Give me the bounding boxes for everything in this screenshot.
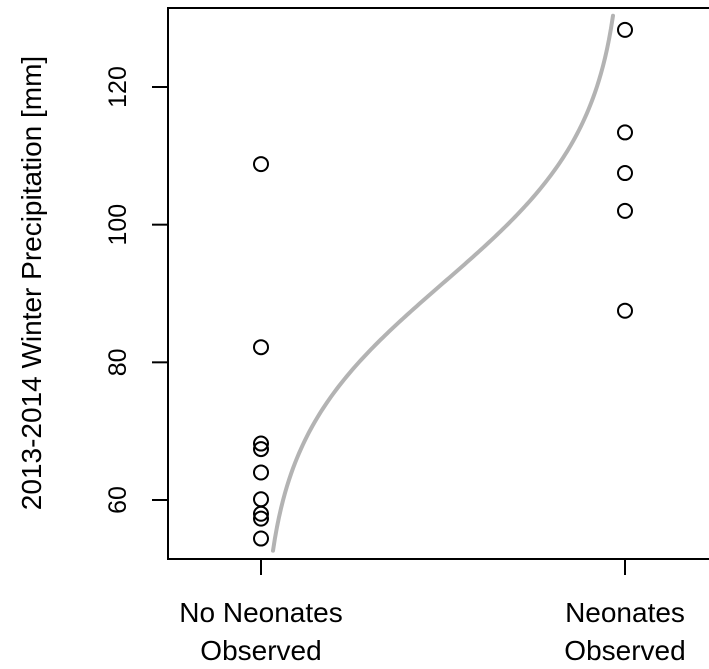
data-points-layer <box>253 21 633 547</box>
y-tick-label: 120 <box>104 66 132 108</box>
x-tick-label-no-neonates-line2: Observed <box>200 635 321 666</box>
plot-frame <box>167 7 709 560</box>
data-point <box>253 441 269 458</box>
x-tick-label-no-neonates-line1: No Neonates <box>179 597 342 628</box>
data-point <box>253 491 269 508</box>
data-point <box>253 510 269 527</box>
data-point <box>253 156 269 173</box>
x-axis: No Neonates Observed Neonates Observed <box>179 558 686 666</box>
y-tick-label: 60 <box>104 486 132 514</box>
data-point <box>253 339 269 356</box>
data-point <box>617 302 633 319</box>
y-axis-title: 2013-2014 Winter Precipitation [mm] <box>16 56 47 510</box>
data-point <box>253 464 269 481</box>
y-tick-label: 100 <box>104 204 132 246</box>
data-point <box>253 435 269 452</box>
x-tick-label-neonates-line1: Neonates <box>565 597 685 628</box>
plot-area <box>167 7 709 560</box>
data-point <box>617 165 633 182</box>
data-point <box>617 21 633 38</box>
x-tick-label-neonates-line2: Observed <box>564 635 685 666</box>
data-point <box>617 202 633 219</box>
y-axis: 60 80 100 120 2013-2014 Winter Precipitatio… <box>16 56 169 514</box>
logistic-fit-curve <box>271 13 615 553</box>
data-point <box>253 505 269 522</box>
logistic-fit-layer <box>271 13 615 553</box>
data-point <box>253 530 269 547</box>
data-point <box>617 124 633 141</box>
y-tick-label: 80 <box>104 348 132 376</box>
y-axis-ticks: 60 80 100 120 <box>104 66 168 514</box>
